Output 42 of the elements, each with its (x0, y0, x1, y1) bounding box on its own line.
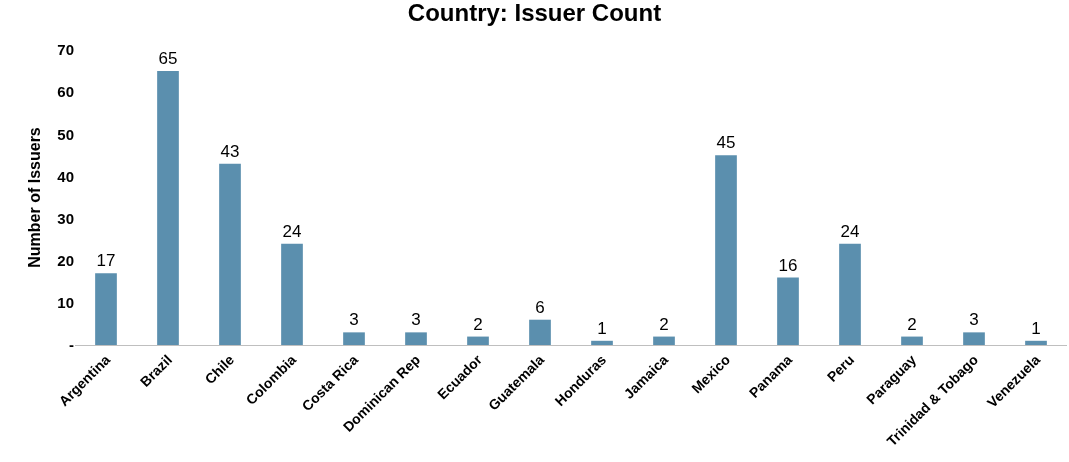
bar (219, 163, 241, 345)
bar (405, 332, 427, 345)
y-axis-title: Number of Issuers (26, 127, 44, 268)
data-label: 45 (716, 133, 736, 153)
y-tick-label: 20 (57, 251, 74, 269)
data-label: 2 (907, 314, 917, 334)
bar (777, 277, 799, 345)
bar (95, 273, 117, 345)
bar (591, 340, 613, 345)
bar (963, 332, 985, 345)
data-label: 1 (1031, 318, 1041, 338)
bar (529, 319, 551, 345)
data-label: 6 (535, 297, 545, 317)
bar (281, 243, 303, 345)
y-tick-label: 50 (57, 125, 74, 143)
data-label: 17 (96, 251, 116, 271)
y-tick-label: 10 (57, 294, 74, 312)
data-label: 65 (158, 49, 178, 69)
bar (901, 336, 923, 345)
chart-title: Country: Issuer Count (407, 0, 662, 27)
bar (343, 332, 365, 345)
data-label: 24 (282, 221, 302, 241)
bar (653, 336, 675, 345)
bar (467, 336, 489, 345)
bar (157, 71, 179, 345)
data-label: 3 (349, 310, 359, 330)
data-label: 2 (659, 314, 669, 334)
bar (839, 243, 861, 345)
data-label: 2 (473, 314, 483, 334)
data-label: 3 (969, 310, 979, 330)
data-label: 43 (220, 141, 240, 161)
y-tick-label: 30 (57, 209, 74, 227)
data-label: 3 (411, 310, 421, 330)
data-label: 16 (778, 255, 798, 275)
y-tick-label: - (69, 336, 74, 354)
bar (1025, 340, 1047, 345)
data-label: 1 (597, 318, 607, 338)
y-tick-label: 40 (57, 167, 74, 185)
bar (715, 155, 737, 345)
y-tick-label: 60 (57, 83, 74, 101)
data-label: 24 (840, 221, 860, 241)
y-tick-label: 70 (57, 41, 74, 59)
